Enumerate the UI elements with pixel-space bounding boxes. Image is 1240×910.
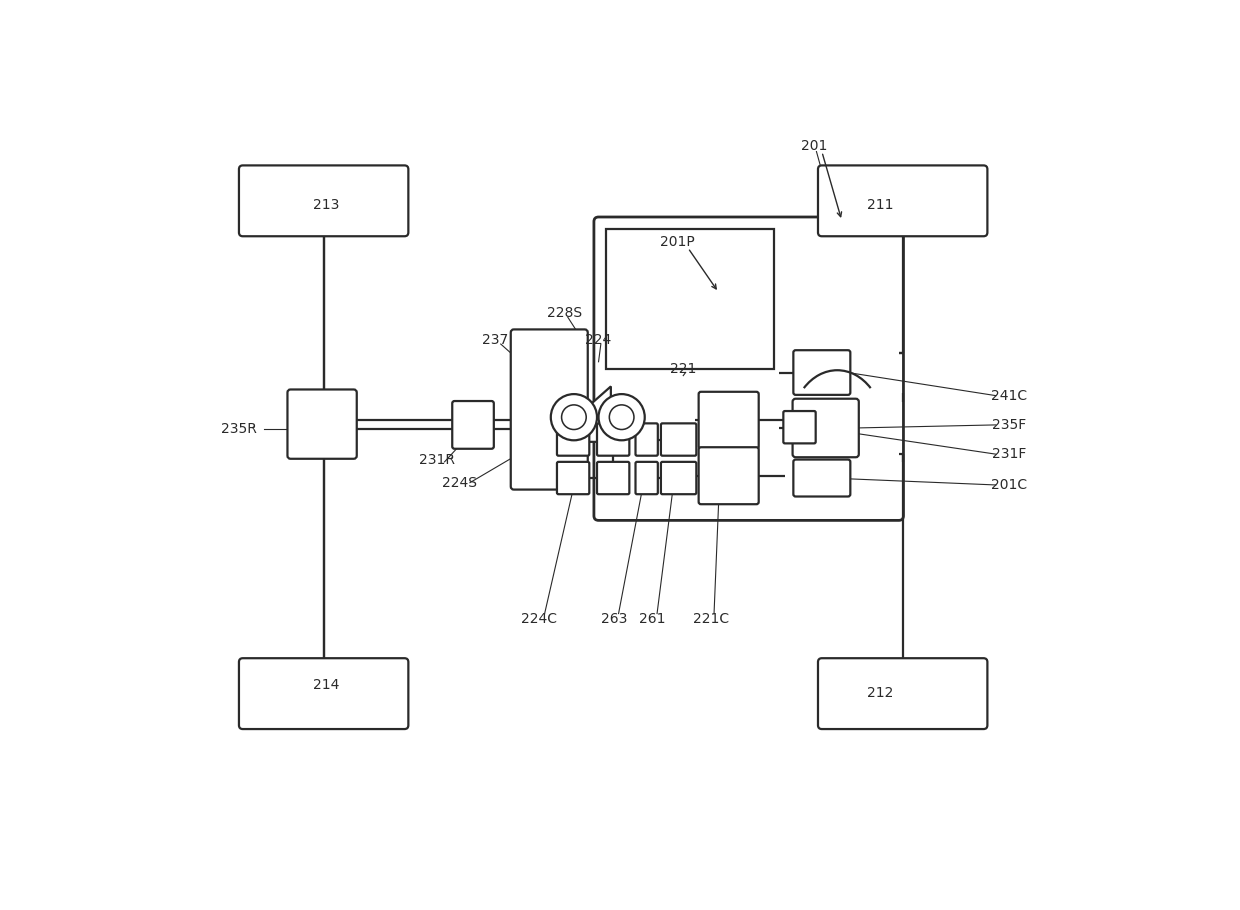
Text: 231F: 231F [992,447,1027,461]
Text: 235F: 235F [992,418,1025,432]
FancyBboxPatch shape [818,658,987,729]
FancyBboxPatch shape [511,329,588,490]
Text: 235R: 235R [221,421,257,436]
Text: 224: 224 [585,333,611,348]
Text: 221C: 221C [693,612,729,626]
Text: 214: 214 [312,678,340,693]
FancyBboxPatch shape [557,462,589,494]
FancyBboxPatch shape [792,399,859,457]
FancyBboxPatch shape [784,411,816,443]
FancyBboxPatch shape [794,350,851,395]
FancyBboxPatch shape [453,401,494,449]
Circle shape [609,405,634,430]
Text: 224C: 224C [521,612,557,626]
FancyBboxPatch shape [698,392,759,449]
Text: 261: 261 [639,612,666,626]
FancyBboxPatch shape [635,462,658,494]
Circle shape [551,394,596,440]
FancyBboxPatch shape [288,389,357,459]
FancyBboxPatch shape [557,423,589,456]
FancyBboxPatch shape [661,423,697,456]
Bar [606,229,774,369]
Text: 237: 237 [482,333,508,348]
FancyBboxPatch shape [239,658,408,729]
FancyBboxPatch shape [239,166,408,237]
FancyBboxPatch shape [596,462,630,494]
Text: 211: 211 [867,198,894,212]
FancyBboxPatch shape [661,462,697,494]
FancyBboxPatch shape [635,423,658,456]
Text: 263: 263 [600,612,627,626]
FancyBboxPatch shape [698,447,759,504]
Polygon shape [585,387,611,442]
FancyBboxPatch shape [596,423,630,456]
FancyBboxPatch shape [794,460,851,497]
Text: 201P: 201P [661,235,696,248]
Circle shape [562,405,587,430]
FancyBboxPatch shape [594,217,904,521]
Text: 228S: 228S [547,307,583,320]
Text: 212: 212 [867,686,894,700]
Text: 241C: 241C [991,389,1027,402]
Text: 213: 213 [312,198,340,212]
Circle shape [599,394,645,440]
Text: 224S: 224S [443,476,477,490]
FancyBboxPatch shape [818,166,987,237]
Text: 221: 221 [670,362,697,377]
Text: 201: 201 [801,139,827,153]
Text: 231R: 231R [419,452,455,467]
Text: 201C: 201C [991,478,1027,492]
